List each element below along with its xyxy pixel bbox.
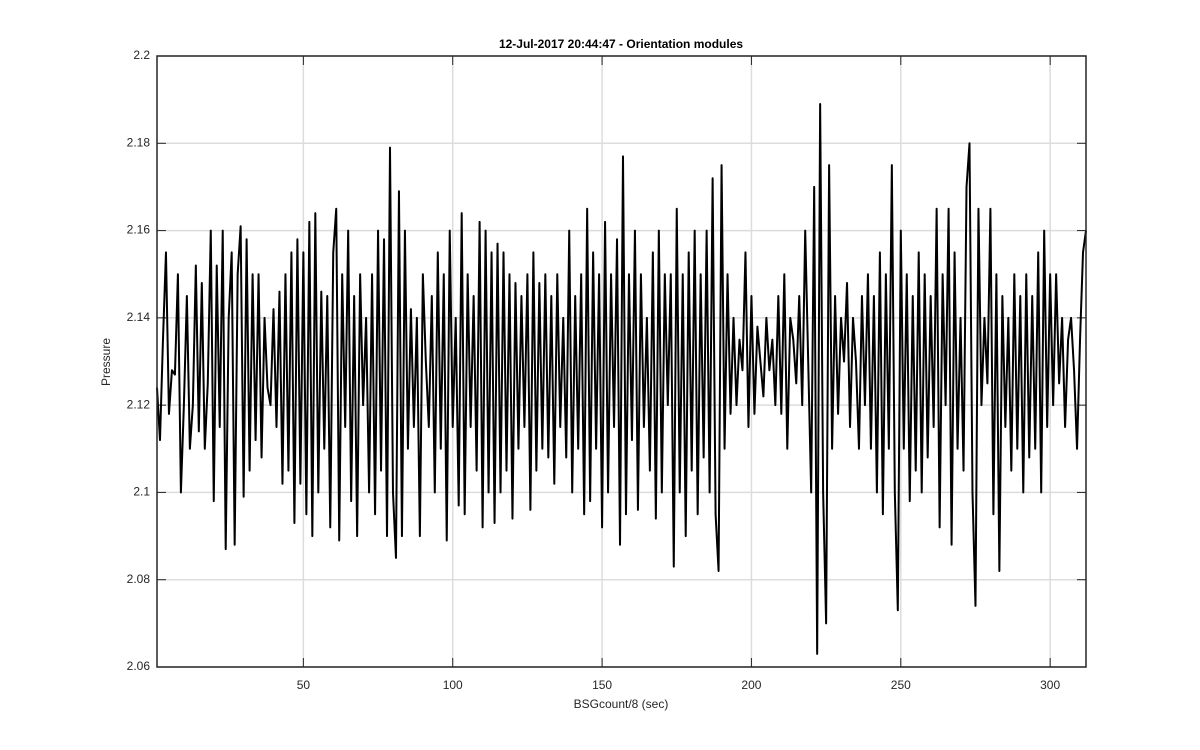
y-tick-label: 2.2: [133, 48, 150, 62]
y-tick-label: 2.18: [127, 135, 151, 149]
x-tick-label: 200: [741, 678, 761, 692]
x-axis-label: BSGcount/8 (sec): [574, 697, 669, 711]
chart-title: 12-Jul-2017 20:44:47 - Orientation modul…: [499, 37, 743, 51]
y-axis-label: Pressure: [99, 338, 113, 386]
x-tick-label: 100: [443, 678, 463, 692]
y-tick-label: 2.08: [127, 572, 151, 586]
y-tick-label: 2.14: [127, 310, 151, 324]
data-line: [156, 103, 1087, 655]
x-tick-label: 250: [891, 678, 911, 692]
y-tick-label: 2.1: [133, 485, 150, 499]
x-tick-label: 150: [592, 678, 612, 692]
x-tick-label: 300: [1040, 678, 1060, 692]
y-tick-label: 2.16: [127, 223, 151, 237]
y-tick-label: 2.06: [127, 659, 151, 673]
axes-box: [156, 55, 1087, 668]
x-tick-label: 50: [297, 678, 311, 692]
y-tick-label: 2.12: [127, 397, 151, 411]
